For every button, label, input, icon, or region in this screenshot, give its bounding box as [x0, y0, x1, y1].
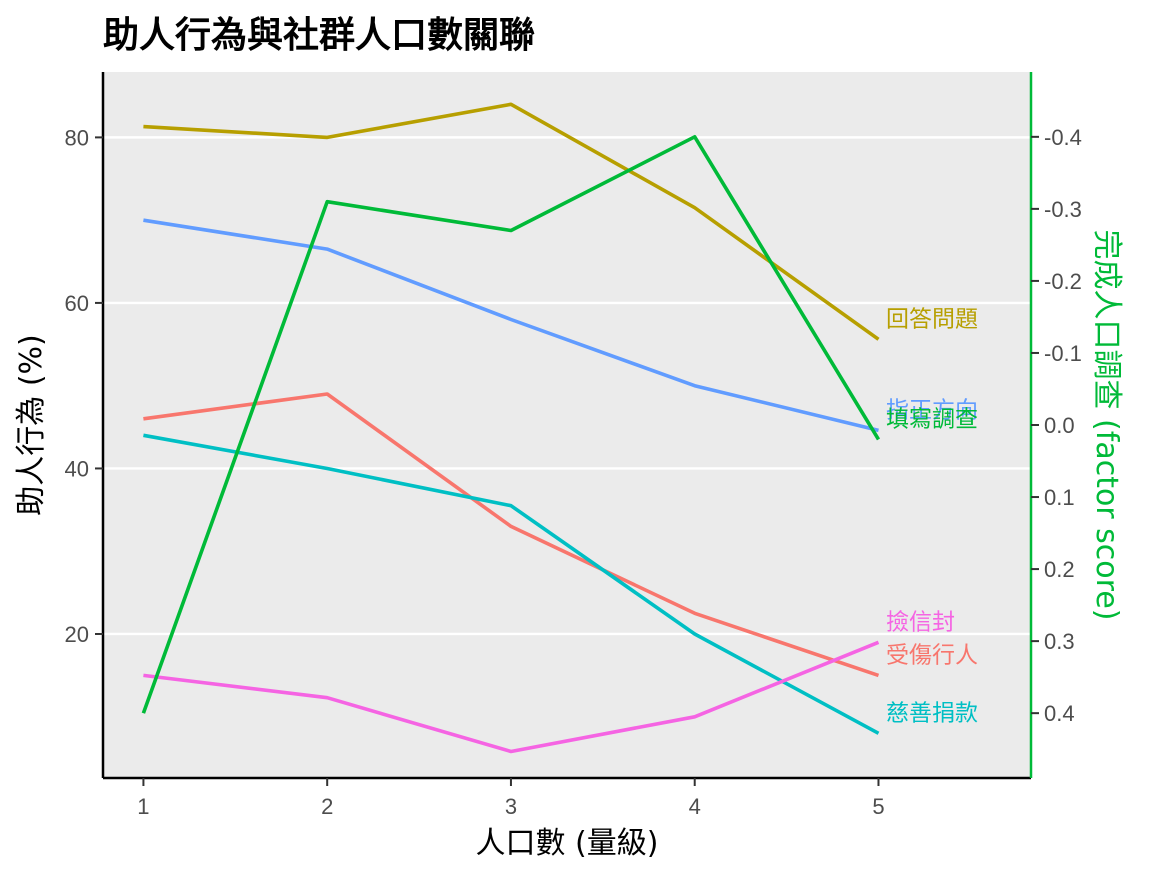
series-line-2 [143, 392, 880, 678]
series-line-3 [143, 433, 880, 735]
y2-tick-label-7: 0.3 [1044, 629, 1075, 654]
x-tick-label-3: 4 [689, 794, 701, 819]
series-label-0: 回答問題 [886, 306, 978, 332]
series-label-4: 撿信封 [886, 609, 955, 635]
y-tick-label-0: 20 [65, 622, 89, 647]
x-axis-ticks: 1 2 3 4 5 [137, 778, 885, 819]
chart-title: 助人行為與社群人口數關聯 [103, 15, 536, 56]
x-tick-label-1: 2 [321, 794, 333, 819]
y2-tick-label-4: 0.0 [1044, 413, 1075, 438]
series-line-0 [143, 102, 880, 341]
y-tick-label-1: 40 [65, 456, 89, 481]
y2-tick-label-0: -0.4 [1044, 125, 1082, 150]
y2-tick-label-6: 0.2 [1044, 557, 1075, 582]
y2-axis-ticks: -0.4 -0.3 -0.2 -0.1 0.0 0.1 0.2 0.3 0.4 [1031, 125, 1082, 726]
y2-tick-label-3: -0.1 [1044, 341, 1082, 366]
series-line-5 [141, 135, 881, 714]
x-tick-label-0: 1 [137, 794, 149, 819]
y2-tick-label-8: 0.4 [1044, 701, 1075, 726]
series-line-1 [143, 218, 879, 433]
y-axis-title: 助人行為 (%) [14, 334, 49, 515]
series-label-3: 慈善捐款 [886, 700, 978, 726]
series-lines [141, 102, 881, 754]
series-label-1: 指正方向 [886, 397, 978, 423]
y-axis-ticks: 20 40 60 80 [65, 125, 103, 647]
plot-panel [103, 72, 1031, 778]
y2-tick-label-1: -0.3 [1044, 197, 1082, 222]
x-tick-label-2: 3 [505, 794, 517, 819]
x-tick-label-4: 5 [872, 794, 884, 819]
series-label-2: 受傷行人 [886, 642, 978, 668]
series-line-4 [143, 640, 880, 754]
series-label-5: 填寫調查 [886, 406, 978, 432]
x-axis-title: 人口數 (量級) [476, 826, 659, 861]
y-tick-label-2: 60 [65, 291, 89, 316]
y-tick-label-3: 80 [65, 125, 89, 150]
y2-tick-label-2: -0.2 [1044, 269, 1082, 294]
y2-tick-label-5: 0.1 [1044, 485, 1075, 510]
y2-axis-title: 完成人口調查 (factor score) [1089, 230, 1124, 621]
